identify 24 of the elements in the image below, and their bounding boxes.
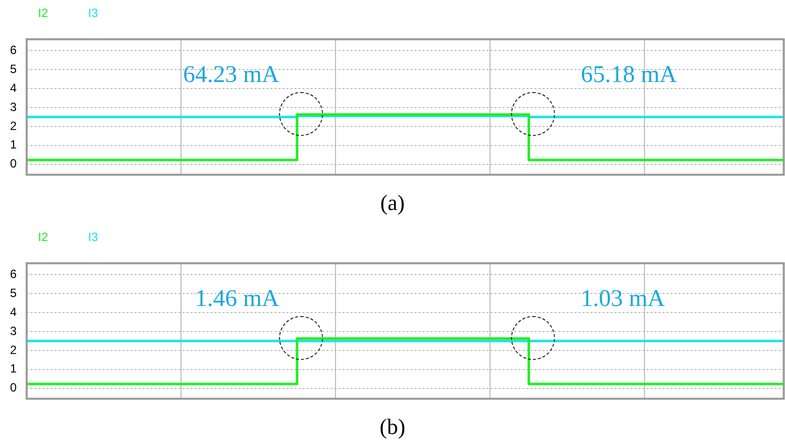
text: I2: [38, 6, 48, 20]
y-tick-label: 0: [10, 380, 17, 395]
y-tick-label: 4: [10, 304, 17, 319]
annotation: 64.23 mA: [183, 62, 280, 90]
y-tick-label: 1: [10, 138, 17, 152]
annotation: 1.46 mA: [195, 286, 280, 314]
text: I3: [88, 6, 98, 20]
y-tick-label: 6: [10, 42, 17, 57]
y-tick-label: 4: [10, 80, 17, 95]
y-tick-label: 3: [10, 324, 17, 338]
text: (a): [380, 190, 405, 216]
text: (b): [380, 414, 406, 440]
y-tick-label: 5: [10, 62, 17, 76]
y-tick-label: 0: [10, 156, 17, 171]
y-tick-label: 2: [10, 342, 17, 357]
annotation: 65.18 mA: [580, 62, 677, 90]
text: I2: [38, 230, 48, 244]
annotation: 1.03 mA: [580, 286, 665, 314]
y-tick-label: 3: [10, 100, 17, 114]
text: I3: [88, 230, 98, 244]
y-tick-label: 6: [10, 266, 17, 281]
y-tick-label: 5: [10, 286, 17, 300]
y-tick-label: 2: [10, 118, 17, 133]
y-tick-label: 1: [10, 362, 17, 376]
